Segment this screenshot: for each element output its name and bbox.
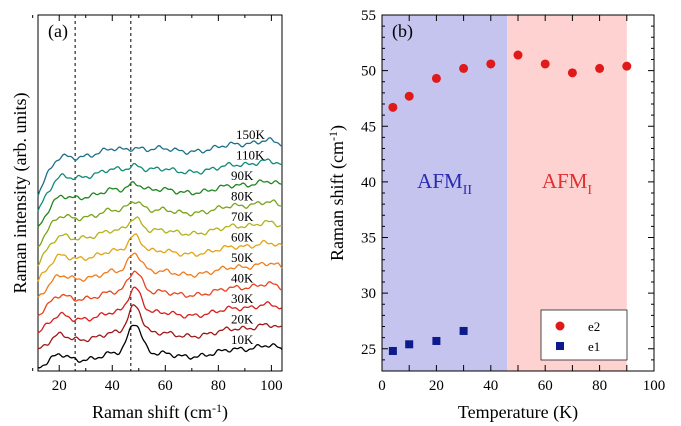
point-e2 xyxy=(567,68,577,78)
spectrum-curve-10K xyxy=(37,324,283,369)
region-label-afm-ii: AFMII xyxy=(417,169,472,198)
region-label-afm-i: AFMI xyxy=(542,169,593,198)
point-e2 xyxy=(459,63,469,73)
y-tick-label-b: 55 xyxy=(361,8,376,24)
panel-a-y-axis-label: Raman intensity (arb. units) xyxy=(10,93,31,294)
point-e2 xyxy=(540,59,550,69)
panel-a-x-axis-label: Raman shift (cm-1) xyxy=(92,401,228,423)
x-tick-label-b: 80 xyxy=(592,378,607,394)
point-e2 xyxy=(513,50,523,60)
point-e1 xyxy=(432,336,441,345)
temperature-label-80K: 80K xyxy=(231,189,254,204)
point-e1 xyxy=(405,340,414,349)
spectrum-curve-20K xyxy=(37,303,282,350)
temperature-label-150K: 150K xyxy=(236,127,266,142)
legend-marker-e1 xyxy=(556,342,564,350)
panel-a-label: (a) xyxy=(48,21,68,42)
y-tick-label-b: 35 xyxy=(361,231,376,247)
x-tick-label-b: 60 xyxy=(538,378,553,394)
point-e2 xyxy=(622,61,632,71)
temperature-label-110K: 110K xyxy=(236,148,265,163)
spectrum-curve-40K xyxy=(37,270,283,317)
temperature-label-40K: 40K xyxy=(231,271,254,286)
x-tick-label-b: 20 xyxy=(429,378,444,394)
temperature-label-70K: 70K xyxy=(231,209,254,224)
x-tick-label-a: 40 xyxy=(105,378,120,394)
legend: e2 e1 xyxy=(540,309,628,361)
phase-region-0 xyxy=(382,15,508,371)
x-tick-label-b: 40 xyxy=(483,378,498,394)
temperature-label-90K: 90K xyxy=(231,168,254,183)
spectrum-curve-90K xyxy=(37,179,283,228)
x-tick-label-a: 20 xyxy=(52,378,67,394)
x-tick-label-b: 100 xyxy=(643,378,666,394)
panel-b-frame xyxy=(381,14,655,372)
point-e1 xyxy=(388,346,397,355)
spectrum-curve-70K xyxy=(37,216,283,267)
temperature-label-60K: 60K xyxy=(231,230,254,245)
x-tick-label-a: 100 xyxy=(260,378,283,394)
panel-b-y-axis-label: Raman shift (cm-1) xyxy=(326,125,348,261)
x-tick-label-a: 80 xyxy=(211,378,226,394)
x-tick-label-b: 0 xyxy=(378,378,386,394)
spectrum-curve-80K xyxy=(37,199,283,248)
legend-label-e2: e2 xyxy=(588,319,600,334)
y-tick-label-b: 30 xyxy=(361,286,376,302)
temperature-label-50K: 50K xyxy=(231,250,254,265)
temperature-label-10K: 10K xyxy=(231,332,254,347)
point-e2 xyxy=(486,59,496,69)
panel-b-x-axis-label: Temperature (K) xyxy=(458,402,578,423)
point-e1 xyxy=(459,326,468,335)
spectrum-curve-30K xyxy=(37,286,283,334)
legend-label-e1: e1 xyxy=(588,339,600,354)
y-tick-label-b: 25 xyxy=(361,342,376,358)
panel-a-frame xyxy=(37,14,283,372)
temperature-label-20K: 20K xyxy=(231,312,254,327)
spectrum-curve-50K xyxy=(37,252,283,298)
y-tick-label-b: 40 xyxy=(361,175,376,191)
legend-marker-e2 xyxy=(555,321,565,331)
spectrum-curve-110K xyxy=(37,158,283,212)
y-tick-label-b: 50 xyxy=(361,64,376,80)
panel-a: 150K 110K 90K 80K 70K 60K 50K 40K 30K 20K 10K 20 40… xyxy=(10,14,283,423)
panel-b: 0 20 40 60 80 100 25 30 35 40 45 50 55 (b) AFMII AFM… xyxy=(326,8,665,423)
x-tick-label-a: 60 xyxy=(158,378,173,394)
panel-b-label: (b) xyxy=(392,21,413,42)
spectrum-curve-60K xyxy=(37,233,283,282)
point-e2 xyxy=(388,102,398,112)
y-tick-label-b: 45 xyxy=(361,119,376,135)
point-e2 xyxy=(431,73,441,83)
point-e2 xyxy=(404,91,414,101)
legend-box xyxy=(540,309,628,361)
point-e2 xyxy=(595,63,605,73)
temperature-label-30K: 30K xyxy=(231,291,254,306)
spectrum-curve-150K xyxy=(37,136,283,197)
